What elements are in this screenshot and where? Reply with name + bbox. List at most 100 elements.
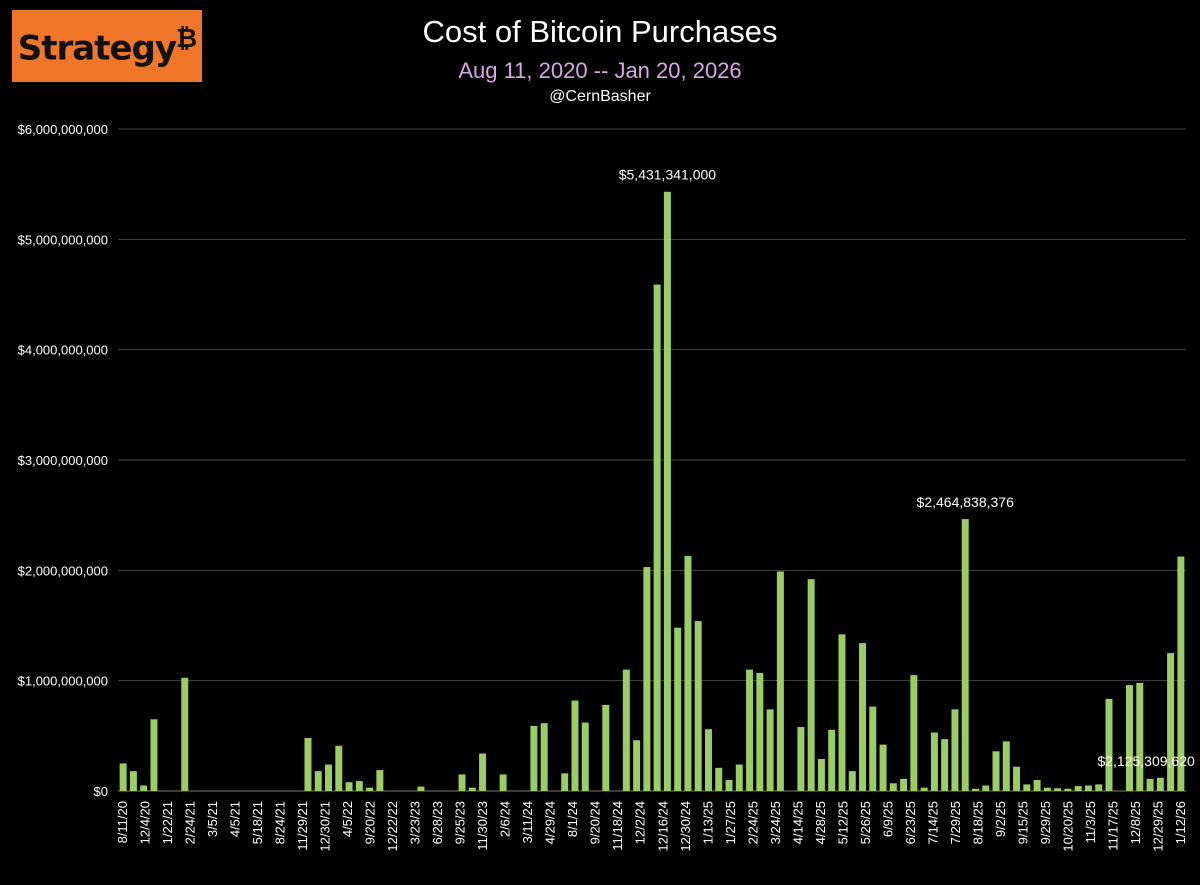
- bar: [1095, 784, 1103, 791]
- x-tick-label: 6/9/25: [880, 801, 895, 837]
- x-tick-label: 8/18/25: [970, 801, 985, 844]
- bar: [304, 738, 312, 791]
- x-tick-label: 9/25/23: [453, 801, 468, 844]
- x-tick-label: 3/24/25: [768, 801, 783, 844]
- bar: [1064, 788, 1072, 791]
- bar: [900, 778, 908, 791]
- x-tick-label: 7/14/25: [925, 801, 940, 844]
- x-tick-label: 1/12/26: [1173, 801, 1188, 844]
- x-tick-label: 4/14/25: [790, 801, 805, 844]
- y-tick-label: $2,000,000,000: [18, 563, 108, 578]
- x-tick-label: 5/26/25: [858, 801, 873, 844]
- x-tick-label: 3/5/21: [205, 801, 220, 837]
- bar: [961, 519, 969, 791]
- logo-wordmark: Strategy₿: [17, 24, 197, 69]
- bar: [684, 555, 692, 791]
- bar: [920, 787, 928, 791]
- bar: [930, 732, 938, 791]
- bar: [314, 771, 322, 791]
- bar: [756, 672, 764, 791]
- x-tick-label: 2/6/24: [498, 801, 513, 837]
- bar: [879, 744, 887, 791]
- bar: [663, 191, 671, 791]
- bar: [325, 764, 333, 791]
- bar: [1105, 698, 1113, 791]
- x-tick-label: 1/13/25: [700, 801, 715, 844]
- bar: [1156, 777, 1164, 791]
- x-tick-label: 8/24/21: [273, 801, 288, 844]
- strategy-logo: Strategy₿: [12, 10, 202, 82]
- x-tick-label: 12/4/20: [138, 801, 153, 844]
- bar: [715, 767, 723, 791]
- bar: [971, 788, 979, 791]
- bar: [838, 634, 846, 791]
- bar: [704, 729, 712, 791]
- x-tick-label: 10/20/25: [1060, 801, 1075, 852]
- bar: [951, 709, 959, 791]
- bar: [540, 723, 548, 791]
- y-tick-label: $3,000,000,000: [18, 453, 108, 468]
- chart-subtitle: Aug 11, 2020 -- Jan 20, 2026: [458, 58, 742, 83]
- data-label: $5,431,341,000: [619, 167, 717, 183]
- bar: [992, 751, 1000, 791]
- chart-credit: @CernBasher: [549, 88, 651, 105]
- x-tick-label: 12/8/25: [1128, 801, 1143, 844]
- bitcoin-mark-icon: ₿: [176, 24, 197, 55]
- bar: [674, 627, 682, 791]
- bar: [1084, 785, 1092, 791]
- y-tick-label: $4,000,000,000: [18, 343, 108, 358]
- x-tick-label: 8/11/20: [115, 801, 130, 843]
- x-tick-label: 6/23/25: [903, 801, 918, 844]
- bar: [633, 740, 641, 791]
- bar: [129, 771, 137, 791]
- bar: [181, 677, 189, 791]
- bar: [746, 669, 754, 791]
- bar: [776, 571, 784, 791]
- bar: [869, 706, 877, 791]
- x-tick-label: 9/15/25: [1015, 801, 1030, 844]
- x-tick-label: 8/1/24: [565, 801, 580, 837]
- bar: [828, 729, 836, 791]
- bar: [1136, 682, 1144, 791]
- x-tick-label: 11/17/25: [1105, 801, 1120, 851]
- bar: [479, 753, 487, 791]
- bar: [1013, 766, 1021, 791]
- x-tick-label: 5/12/25: [835, 801, 850, 844]
- x-tick-label: 11/3/25: [1083, 801, 1098, 843]
- x-tick-label: 2/24/25: [745, 801, 760, 844]
- bar: [1177, 556, 1185, 791]
- bar: [140, 785, 148, 791]
- x-tick-label: 4/5/21: [228, 801, 243, 837]
- bar: [622, 669, 630, 791]
- bar: [1146, 778, 1154, 791]
- x-tick-label: 9/20/22: [363, 801, 378, 844]
- x-tick-label: 4/29/24: [543, 801, 558, 844]
- bar: [602, 704, 610, 791]
- x-tick-label: 1/22/21: [160, 801, 175, 844]
- bar: [1074, 786, 1082, 791]
- bar: [581, 722, 589, 791]
- x-tick-label: 12/16/24: [655, 801, 670, 852]
- bar: [468, 787, 476, 791]
- bar: [335, 745, 343, 791]
- x-tick-label: 3/23/23: [408, 801, 423, 844]
- x-tick-label: 12/2/24: [633, 801, 648, 844]
- bar: [1033, 779, 1041, 791]
- bar: [910, 675, 918, 791]
- x-tick-label: 12/30/24: [678, 801, 693, 852]
- bar: [530, 725, 538, 791]
- y-tick-label: $6,000,000,000: [18, 122, 108, 137]
- bar: [150, 719, 158, 791]
- bar: [119, 763, 127, 791]
- bar: [817, 759, 825, 791]
- bar: [458, 774, 466, 791]
- bar: [1167, 653, 1175, 791]
- y-tick-label: $0: [94, 784, 108, 799]
- bar: [797, 727, 805, 791]
- x-tick-label: 11/29/21: [295, 801, 310, 851]
- bar: [694, 621, 702, 791]
- bar: [376, 770, 384, 791]
- bar: [355, 781, 363, 791]
- y-tick-label: $5,000,000,000: [18, 232, 108, 247]
